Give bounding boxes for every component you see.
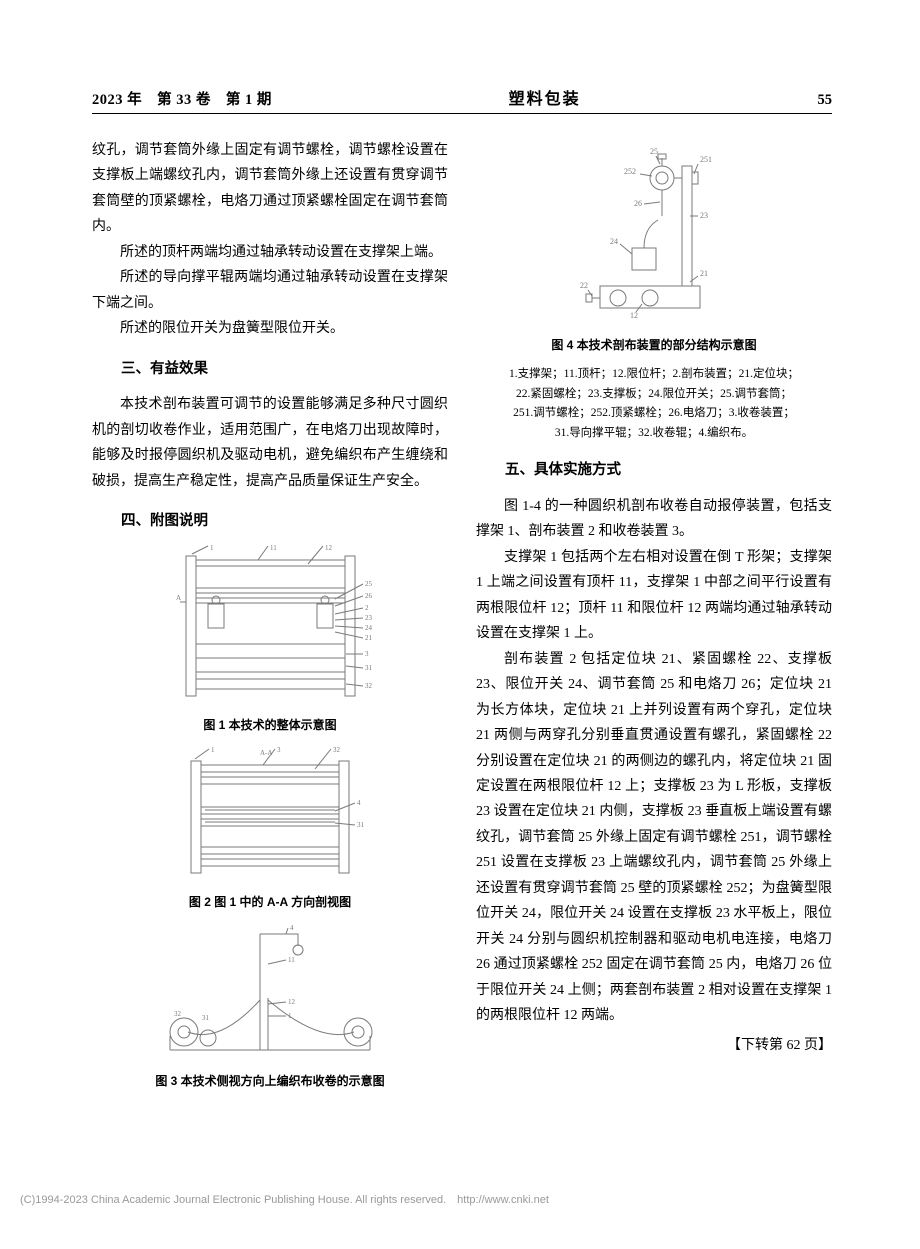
svg-text:4: 4 bbox=[290, 924, 294, 932]
svg-text:32: 32 bbox=[174, 1010, 182, 1018]
body-paragraph: 纹孔，调节套筒外缘上固定有调节螺栓，调节螺栓设置在支撑板上端螺纹孔内，调节套筒外… bbox=[92, 138, 448, 240]
figure-4-legend: 1.支撑架；11.顶杆；12.限位杆；2.剖布装置；21.定位块； 22.紧固螺… bbox=[476, 365, 832, 443]
svg-text:12: 12 bbox=[630, 311, 638, 320]
body-paragraph: 本技术剖布装置可调节的设置能够满足多种尺寸圆织机的剖切收卷作业，适用范围广，在电… bbox=[92, 392, 448, 494]
figure-1: 1 11 12 25 26 2 23 24 21 3 31 32 A bbox=[92, 544, 448, 708]
figure-2: A-A 1 3 bbox=[92, 747, 448, 886]
header-page-number: 55 bbox=[817, 92, 832, 109]
figure-1-caption: 图 1 本技术的整体示意图 bbox=[92, 715, 448, 737]
svg-text:1: 1 bbox=[288, 1012, 292, 1020]
figure-2-svg: A-A 1 3 bbox=[175, 747, 365, 877]
footer: (C)1994-2023 China Academic Journal Elec… bbox=[0, 1191, 920, 1207]
figure-3: 4 11 12 1 32 31 bbox=[92, 924, 448, 1065]
section-heading: 五、具体实施方式 bbox=[476, 457, 832, 483]
left-column: 纹孔，调节套筒外缘上固定有调节螺栓，调节螺栓设置在支撑板上端螺纹孔内，调节套筒外… bbox=[92, 138, 448, 1101]
svg-text:251: 251 bbox=[700, 155, 712, 164]
svg-text:26: 26 bbox=[365, 592, 373, 600]
right-column: 25 251 252 26 23 24 21 22 bbox=[476, 138, 832, 1101]
svg-text:12: 12 bbox=[325, 544, 333, 552]
svg-text:21: 21 bbox=[700, 269, 708, 278]
figure-4: 25 251 252 26 23 24 21 22 bbox=[476, 148, 832, 329]
svg-text:252: 252 bbox=[624, 167, 636, 176]
legend-line: 1.支撑架；11.顶杆；12.限位杆；2.剖布装置；21.定位块； bbox=[476, 365, 832, 385]
section-heading: 四、附图说明 bbox=[92, 508, 448, 534]
header-journal: 塑料包装 bbox=[509, 85, 581, 109]
legend-line: 22.紧固螺栓；23.支撑板；24.限位开关；25.调节套筒； bbox=[476, 385, 832, 405]
footer-text: (C)1994-2023 China Academic Journal Elec… bbox=[20, 1194, 549, 1206]
page-header: 2023 年 第 33 卷 第 1 期 塑料包装 55 bbox=[92, 85, 832, 114]
svg-text:11: 11 bbox=[270, 544, 277, 552]
svg-text:31: 31 bbox=[357, 821, 365, 829]
svg-text:32: 32 bbox=[365, 682, 373, 690]
body-paragraph: 所述的顶杆两端均通过轴承转动设置在支撑架上端。 bbox=[92, 240, 448, 265]
svg-text:23: 23 bbox=[700, 211, 708, 220]
figure-2-caption: 图 2 图 1 中的 A-A 方向剖视图 bbox=[92, 892, 448, 914]
svg-text:24: 24 bbox=[610, 237, 618, 246]
svg-text:24: 24 bbox=[365, 624, 373, 632]
section-heading: 三、有益效果 bbox=[92, 356, 448, 382]
figure-4-caption: 图 4 本技术剖布装置的部分结构示意图 bbox=[476, 335, 832, 357]
body-paragraph: 剖布装置 2 包括定位块 21、紧固螺栓 22、支撑板 23、限位开关 24、调… bbox=[476, 647, 832, 1029]
svg-text:25: 25 bbox=[650, 148, 658, 156]
body-paragraph: 所述的导向撑平辊两端均通过轴承转动设置在支撑架下端之间。 bbox=[92, 265, 448, 316]
header-issue: 2023 年 第 33 卷 第 1 期 bbox=[92, 88, 272, 109]
figure-3-svg: 4 11 12 1 32 31 bbox=[160, 924, 380, 1056]
svg-text:2: 2 bbox=[365, 604, 369, 612]
body-paragraph: 图 1-4 的一种圆织机剖布收卷自动报停装置，包括支撑架 1、剖布装置 2 和收… bbox=[476, 494, 832, 545]
svg-text:22: 22 bbox=[580, 281, 588, 290]
svg-text:31: 31 bbox=[365, 664, 373, 672]
svg-text:26: 26 bbox=[634, 199, 642, 208]
svg-text:4: 4 bbox=[357, 799, 361, 807]
svg-text:23: 23 bbox=[365, 614, 373, 622]
content-area: 纹孔，调节套筒外缘上固定有调节螺栓，调节螺栓设置在支撑板上端螺纹孔内，调节套筒外… bbox=[92, 138, 832, 1101]
svg-text:1: 1 bbox=[210, 544, 214, 552]
legend-line: 251.调节螺栓；252.顶紧螺栓；26.电烙刀；3.收卷装置； bbox=[476, 404, 832, 424]
svg-text:A-A: A-A bbox=[260, 749, 272, 757]
svg-text:31: 31 bbox=[202, 1014, 210, 1022]
continuation-note: 【下转第 62 页】 bbox=[476, 1033, 832, 1058]
svg-text:3: 3 bbox=[277, 747, 281, 754]
body-paragraph: 所述的限位开关为盘簧型限位开关。 bbox=[92, 316, 448, 341]
figure-3-caption: 图 3 本技术侧视方向上编织布收卷的示意图 bbox=[92, 1071, 448, 1093]
svg-text:3: 3 bbox=[365, 650, 369, 658]
svg-text:32: 32 bbox=[333, 747, 341, 754]
svg-text:25: 25 bbox=[365, 580, 373, 588]
legend-line: 31.导向撑平辊；32.收卷辊；4.编织布。 bbox=[476, 424, 832, 444]
svg-text:A: A bbox=[176, 594, 181, 602]
svg-text:12: 12 bbox=[288, 998, 296, 1006]
svg-text:1: 1 bbox=[211, 747, 215, 754]
svg-text:11: 11 bbox=[288, 956, 295, 964]
figure-4-svg: 25 251 252 26 23 24 21 22 bbox=[562, 148, 747, 320]
svg-text:21: 21 bbox=[365, 634, 373, 642]
body-paragraph: 支撑架 1 包括两个左右相对设置在倒 T 形架；支撑架 1 上端之间设置有顶杆 … bbox=[476, 545, 832, 647]
figure-1-svg: 1 11 12 25 26 2 23 24 21 3 31 32 A bbox=[168, 544, 373, 699]
